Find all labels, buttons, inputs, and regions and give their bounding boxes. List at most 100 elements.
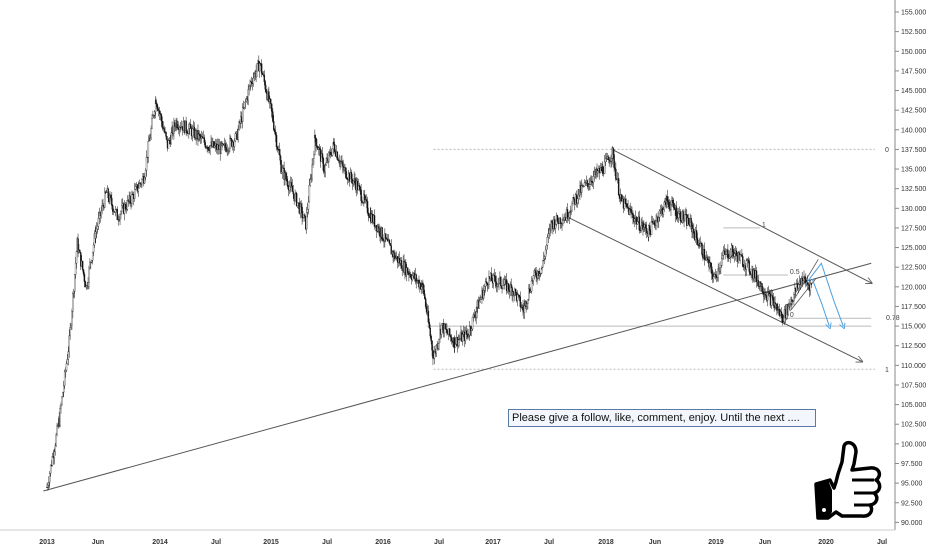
candle-body [274, 131, 277, 136]
candle-body [360, 189, 362, 201]
candle-body [160, 114, 163, 122]
candle-body [503, 284, 505, 286]
candle-body [591, 180, 593, 183]
candle-body [359, 186, 361, 190]
candle-body [268, 91, 270, 102]
fib-level-label: 0.5 [790, 269, 800, 276]
candle-body [47, 485, 49, 488]
candle-body [147, 141, 150, 158]
candle-body [589, 184, 591, 186]
candle-body [157, 106, 159, 111]
candle-body [658, 217, 660, 222]
candle-body [154, 111, 156, 116]
candle-body [624, 198, 627, 204]
candle-body [420, 283, 422, 290]
candle-body [559, 217, 561, 224]
candle-body [504, 279, 506, 285]
candle-body [294, 193, 296, 201]
candle-body [672, 200, 674, 204]
candle-body [604, 158, 607, 163]
candle-body [682, 211, 684, 221]
candle-body [133, 189, 136, 199]
candle-body [166, 136, 168, 140]
candle-body [101, 205, 103, 212]
candle-body [82, 269, 85, 275]
candle-body [388, 239, 391, 244]
candle-body [588, 184, 590, 187]
candle-body [260, 63, 263, 74]
candle-body [623, 198, 626, 209]
candle-body [63, 385, 65, 393]
time-axis[interactable]: 2013 Jun 2014 Jul 2015 Jul 2016 Jul 2017 Jul 2018 J… [0, 529, 895, 546]
candle-body [209, 145, 211, 151]
fib-level-label: 0 [790, 312, 794, 319]
candle-body [496, 284, 498, 287]
candle-body [233, 140, 236, 147]
candle-body [739, 254, 741, 261]
price-tick-label: 147.500 [901, 68, 926, 75]
price-tick-label: 145.000 [901, 88, 926, 95]
candle-body [415, 274, 417, 282]
candle-body [478, 301, 480, 309]
candle-body [488, 276, 490, 286]
candle-body [767, 292, 769, 301]
candle-body [324, 164, 326, 173]
candle-body [314, 135, 316, 139]
candle-body [350, 172, 353, 180]
candle-body [176, 120, 178, 128]
candle-body [296, 202, 299, 206]
candle-body [777, 309, 779, 311]
candle-body [615, 169, 617, 180]
candle-body [309, 179, 311, 186]
candle-body [385, 233, 387, 239]
candle-body [316, 145, 318, 148]
candle-body [645, 228, 648, 234]
trend-line[interactable] [612, 148, 871, 282]
candle-body [109, 195, 111, 202]
trend-line[interactable] [565, 215, 862, 361]
candle-body [308, 185, 311, 203]
thumbs-up-icon [814, 440, 882, 520]
annotation-note[interactable]: Please give a follow, like, comment, enj… [508, 409, 816, 427]
candle-body [728, 257, 730, 259]
candle-body [710, 262, 712, 267]
candle-body [663, 201, 665, 210]
candle-body [134, 186, 137, 190]
candle-body [124, 204, 127, 210]
candle-body [358, 185, 360, 188]
price-tick-label: 132.500 [901, 186, 926, 193]
candle-body [163, 128, 165, 133]
candle-body [229, 137, 231, 149]
candle-body [119, 214, 121, 220]
candle-body [602, 166, 604, 174]
candle-body [201, 136, 204, 139]
candle-body [454, 344, 457, 348]
candle-body [440, 324, 443, 335]
candle-body [144, 170, 147, 178]
candle-body [554, 224, 557, 229]
candle-body [95, 231, 97, 239]
candle-body [66, 359, 69, 364]
candle-body [502, 285, 504, 290]
candle-body [768, 292, 771, 295]
candle-body [492, 274, 495, 284]
candle-body [462, 334, 464, 342]
price-tick-label: 130.000 [901, 206, 926, 213]
candle-body [711, 273, 714, 279]
candle-body [410, 273, 412, 278]
candle-body [603, 173, 605, 175]
price-tick-label: 137.500 [901, 147, 926, 154]
candle-body [252, 77, 255, 84]
candle-body [787, 304, 789, 315]
price-axis[interactable]: 155.000 152.500 150.000 147.500 145.000 142.5… [894, 0, 926, 530]
candle-body [590, 180, 592, 185]
candle-body [797, 284, 800, 289]
candle-body [64, 370, 67, 372]
candle-body [250, 81, 253, 84]
candle-body [544, 249, 547, 257]
price-tick-label: 100.000 [901, 441, 926, 448]
trend-line[interactable] [43, 262, 872, 492]
candle-body [156, 103, 158, 107]
candle-body [357, 185, 360, 191]
